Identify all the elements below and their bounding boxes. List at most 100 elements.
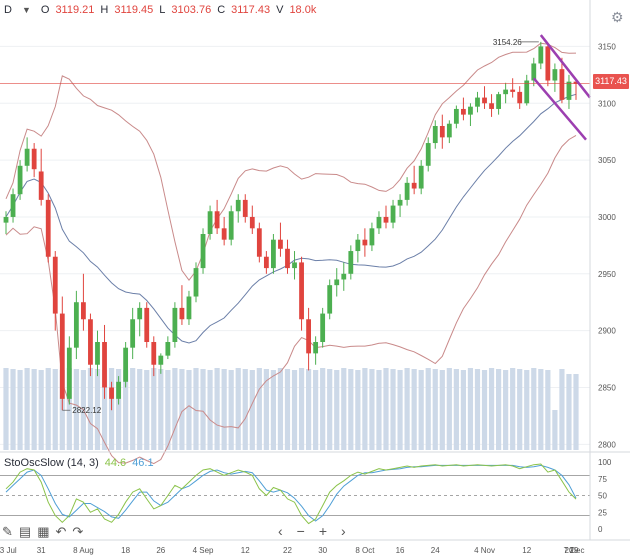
candle-body xyxy=(348,251,354,274)
undo-icon[interactable]: ↶ xyxy=(55,524,67,539)
lower-band xyxy=(5,134,577,465)
price-tick-label: 2800 xyxy=(598,440,616,449)
candle-body xyxy=(228,211,234,240)
candle-body xyxy=(475,97,480,107)
candle-body xyxy=(468,106,473,115)
high-label: H xyxy=(100,4,109,16)
oscillator-tick-label: 50 xyxy=(598,492,607,501)
volume-bar xyxy=(559,369,565,450)
candle-body xyxy=(482,97,487,104)
volume-bar xyxy=(383,368,389,450)
volume-bar xyxy=(10,369,16,450)
chart-icon[interactable]: ▦ xyxy=(37,524,50,539)
oscillator-panel: 0 25 50 75 100 xyxy=(0,458,612,534)
left-arrow-icon[interactable]: ‹ xyxy=(278,523,283,539)
candle-body xyxy=(242,199,248,217)
candle-body xyxy=(418,165,424,189)
volume-bar xyxy=(320,368,326,450)
candle-body xyxy=(151,342,157,365)
candles xyxy=(3,41,579,411)
candle-body xyxy=(524,80,530,104)
volume-bar xyxy=(291,370,298,450)
volume-bar xyxy=(158,369,164,450)
candle-body xyxy=(3,216,9,223)
volume-bar xyxy=(115,369,122,450)
volume-bar xyxy=(376,370,382,450)
candle-body xyxy=(313,342,319,354)
close-value: 3117.43 xyxy=(231,4,271,16)
price-tick-label: 3100 xyxy=(598,99,616,108)
volume-value: 18.0k xyxy=(289,4,317,16)
chevron-down-icon[interactable]: ▼ xyxy=(21,5,31,15)
volume-bar xyxy=(200,369,206,450)
candle-body xyxy=(552,69,558,81)
volume-bar xyxy=(165,370,171,450)
open-label: O xyxy=(40,4,50,16)
date-tick-label: 18 xyxy=(121,546,130,555)
middle-band xyxy=(5,93,577,344)
candle-body xyxy=(95,342,100,365)
candle-body xyxy=(425,143,431,166)
volume-bar xyxy=(151,368,157,450)
bollinger-bands xyxy=(5,42,577,465)
indicator-k-value: 44.6 xyxy=(104,457,127,469)
candle-body xyxy=(376,216,382,229)
right-arrow-icon[interactable]: › xyxy=(341,523,346,539)
open-value: 3119.21 xyxy=(55,4,95,16)
candle-body xyxy=(73,302,79,348)
volume-bar xyxy=(94,369,101,450)
zoom-out-icon[interactable]: − xyxy=(296,523,305,539)
date-tick-label: 7 Dec xyxy=(564,546,585,555)
candle-body xyxy=(81,302,86,320)
volume-bar xyxy=(31,369,37,450)
volume-bar xyxy=(355,370,361,450)
volume-bar xyxy=(137,369,143,450)
close-label: C xyxy=(217,4,226,16)
date-tick-label: 4 Nov xyxy=(474,546,495,555)
volume-bar xyxy=(172,368,178,450)
volume-bar xyxy=(446,368,452,450)
candle-body xyxy=(411,182,417,189)
volume-bar xyxy=(66,368,72,450)
volume-bar xyxy=(270,370,277,450)
volume-bar xyxy=(38,370,44,450)
volume-bar xyxy=(503,370,509,450)
gear-icon[interactable]: ⚙ xyxy=(611,9,624,25)
volume-bar xyxy=(510,368,516,450)
volume-bar xyxy=(207,370,213,450)
candle-body xyxy=(538,46,544,64)
volume-bar xyxy=(284,369,291,450)
volume-bar xyxy=(87,368,94,450)
document-icon[interactable]: ▤ xyxy=(18,524,32,539)
candle-body xyxy=(24,148,30,166)
candle-body xyxy=(453,108,459,124)
volume-bar xyxy=(242,369,248,450)
volume-bar xyxy=(460,370,467,450)
candle-body xyxy=(109,387,114,399)
candle-body xyxy=(439,126,445,138)
volume-bar xyxy=(45,368,51,450)
volume-bar xyxy=(432,369,438,450)
current-price-badge: 3117.43 xyxy=(593,74,629,89)
candle-body xyxy=(383,216,389,223)
price-tick-label: 2850 xyxy=(598,383,616,392)
volume-bar xyxy=(313,370,319,450)
zoom-in-icon[interactable]: + xyxy=(318,523,328,539)
candle-body xyxy=(278,239,283,249)
candle-body xyxy=(10,194,16,217)
date-tick-label: 23 Jul xyxy=(0,546,17,555)
volume-bar xyxy=(573,374,579,450)
date-tick-label: 4 Sep xyxy=(193,546,214,555)
candle-body xyxy=(221,228,227,240)
indicator-name: StoOscSlow (14, 3) xyxy=(4,457,99,469)
redo-icon[interactable]: ↷ xyxy=(72,524,84,539)
volume-bar xyxy=(17,370,23,450)
candle-body xyxy=(566,81,572,100)
volume-bar xyxy=(411,369,417,450)
candle-body xyxy=(355,239,361,252)
price-tick-label: 3050 xyxy=(598,156,616,165)
volume-bar xyxy=(369,369,375,450)
ruler-icon[interactable]: ✎ xyxy=(2,524,13,539)
